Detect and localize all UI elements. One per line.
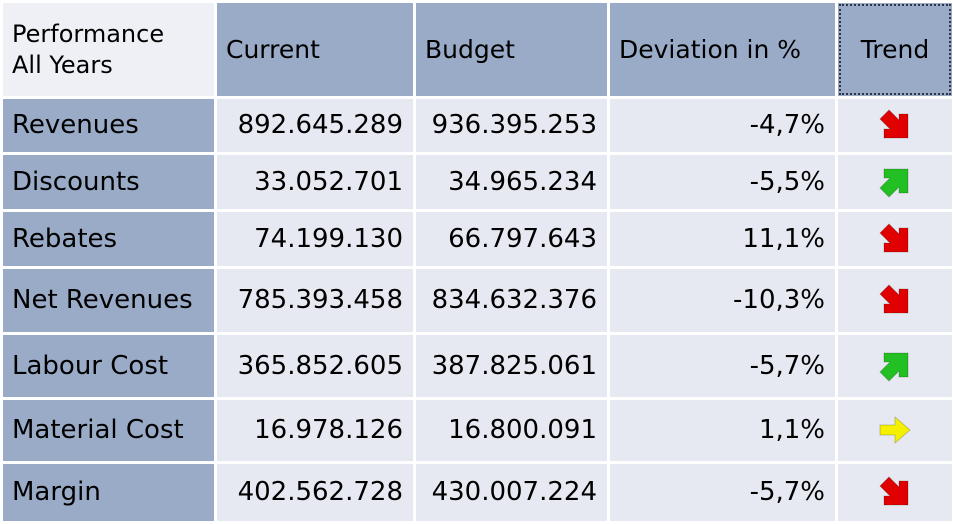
arrow-up-right-icon [878, 165, 912, 199]
column-header-trend[interactable]: Trend [838, 3, 952, 96]
arrow-down-right-icon [878, 283, 912, 317]
deviation-value-cell[interactable]: -5,7% [610, 463, 835, 521]
budget-value-cell[interactable]: 387.825.061 [416, 335, 607, 397]
trend-cell[interactable] [838, 99, 952, 152]
column-header-deviation[interactable]: Deviation in % [610, 3, 835, 96]
trend-cell[interactable] [838, 463, 952, 521]
table-row[interactable]: Labour Cost 365.852.605 387.825.061 -5,7% [3, 335, 952, 397]
budget-value-cell[interactable]: 936.395.253 [416, 99, 607, 152]
current-value-cell[interactable]: 33.052.701 [217, 154, 413, 209]
deviation-value-cell[interactable]: -5,5% [610, 154, 835, 209]
current-value-cell[interactable]: 402.562.728 [217, 463, 413, 521]
deviation-value-cell[interactable]: -5,7% [610, 335, 835, 397]
table-row[interactable]: Material Cost 16.978.126 16.800.091 1,1% [3, 399, 952, 461]
table-row[interactable]: Rebates 74.199.130 66.797.643 11,1% [3, 211, 952, 266]
budget-value-cell[interactable]: 834.632.376 [416, 268, 607, 333]
arrow-down-right-icon [878, 108, 912, 142]
table-title-line2: All Years [12, 50, 113, 79]
deviation-value-cell[interactable]: -10,3% [610, 268, 835, 333]
current-value-cell[interactable]: 16.978.126 [217, 399, 413, 461]
row-header[interactable]: Discounts [3, 154, 214, 209]
row-header[interactable]: Material Cost [3, 399, 214, 461]
column-header-current[interactable]: Current [217, 3, 413, 96]
deviation-value-cell[interactable]: 11,1% [610, 211, 835, 266]
budget-value-cell[interactable]: 16.800.091 [416, 399, 607, 461]
row-header[interactable]: Net Revenues [3, 268, 214, 333]
deviation-value-cell[interactable]: -4,7% [610, 99, 835, 152]
arrow-right-icon [878, 413, 912, 447]
current-value-cell[interactable]: 365.852.605 [217, 335, 413, 397]
trend-cell[interactable] [838, 154, 952, 209]
table-row[interactable]: Margin 402.562.728 430.007.224 -5,7% [3, 463, 952, 521]
current-value-cell[interactable]: 892.645.289 [217, 99, 413, 152]
header-row: Performance All Years Current Budget Dev… [3, 3, 952, 96]
row-header[interactable]: Margin [3, 463, 214, 521]
table-title-line1: Performance [12, 19, 165, 48]
row-header[interactable]: Labour Cost [3, 335, 214, 397]
table-row[interactable]: Net Revenues 785.393.458 834.632.376 -10,3% [3, 268, 952, 333]
trend-cell[interactable] [838, 211, 952, 266]
current-value-cell[interactable]: 74.199.130 [217, 211, 413, 266]
budget-value-cell[interactable]: 430.007.224 [416, 463, 607, 521]
table-row[interactable]: Discounts 33.052.701 34.965.234 -5,5% [3, 154, 952, 209]
trend-cell[interactable] [838, 399, 952, 461]
table-title: Performance All Years [3, 3, 214, 96]
deviation-value-cell[interactable]: 1,1% [610, 399, 835, 461]
row-header[interactable]: Revenues [3, 99, 214, 152]
arrow-up-right-icon [878, 349, 912, 383]
budget-value-cell[interactable]: 34.965.234 [416, 154, 607, 209]
row-header[interactable]: Rebates [3, 211, 214, 266]
column-header-budget[interactable]: Budget [416, 3, 607, 96]
current-value-cell[interactable]: 785.393.458 [217, 268, 413, 333]
trend-cell[interactable] [838, 335, 952, 397]
trend-cell[interactable] [838, 268, 952, 333]
arrow-down-right-icon [878, 222, 912, 256]
table-row[interactable]: Revenues 892.645.289 936.395.253 -4,7% [3, 99, 952, 152]
budget-value-cell[interactable]: 66.797.643 [416, 211, 607, 266]
arrow-down-right-icon [878, 475, 912, 509]
